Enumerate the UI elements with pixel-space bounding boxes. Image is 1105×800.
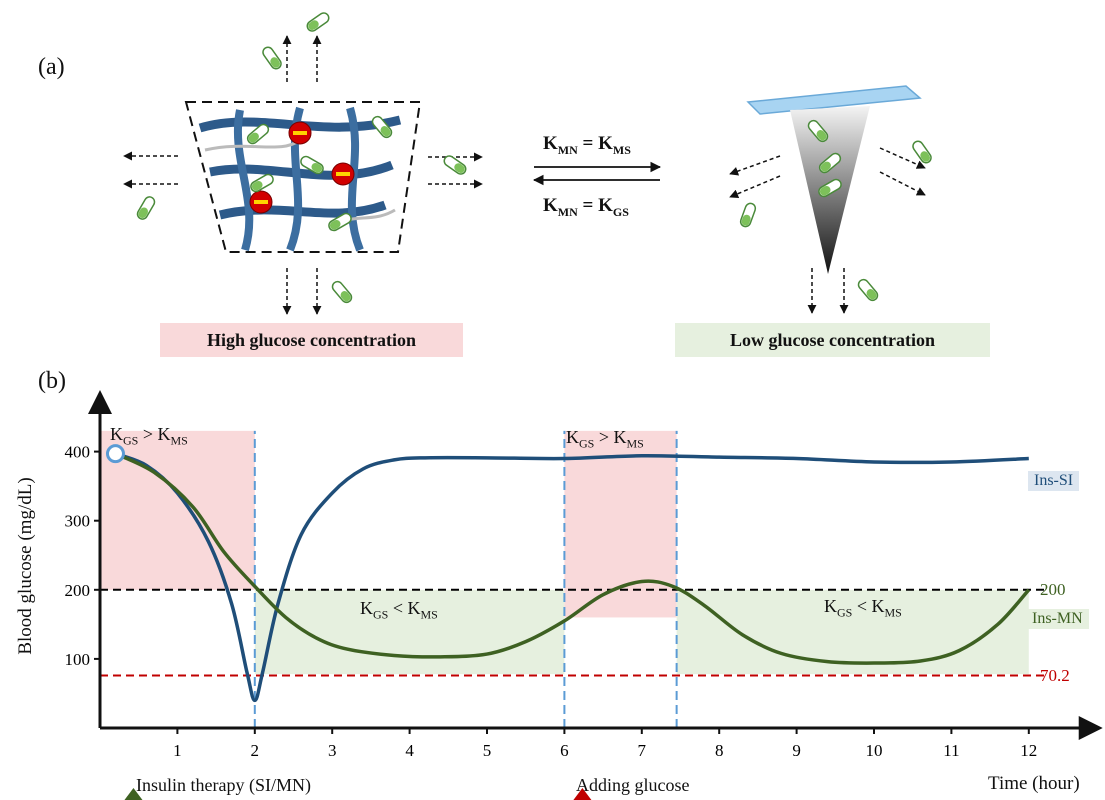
panel-b-label: (b) — [38, 368, 66, 394]
insulin-therapy-label: Insulin therapy (SI/MN) — [136, 775, 311, 795]
x-tick-label: 3 — [328, 741, 337, 760]
hydrogel-patch — [184, 101, 422, 253]
enzyme-particle — [249, 190, 273, 214]
start-marker — [105, 444, 125, 464]
y-tick-label: 300 — [65, 512, 91, 531]
release-arrows-microneedle — [729, 147, 926, 314]
event-arrow-head — [573, 788, 592, 800]
x-tick-label: 12 — [1020, 741, 1037, 760]
region-label-gs-lt-ms: KGS < KMS — [360, 598, 438, 622]
x-tick-label: 1 — [173, 741, 182, 760]
series-label-ins-si: Ins-SI — [1028, 471, 1080, 491]
x-tick-label: 8 — [715, 741, 724, 760]
x-tick-label: 11 — [943, 741, 959, 760]
high-glucose-box: High glucose concentration — [160, 323, 463, 357]
release-arrows-hydrogel — [123, 35, 483, 315]
series-line-ins-si — [114, 452, 1029, 703]
region-label-gs-lt-ms: KGS < KMS — [824, 596, 902, 620]
y-tick-label: 200 — [65, 581, 91, 600]
x-tick-label: 6 — [560, 741, 569, 760]
event-arrow-head — [124, 788, 143, 800]
y-axis-label: Blood glucose (mg/dL) — [15, 477, 36, 655]
microneedle — [746, 85, 922, 274]
threshold-200-label: 200 — [1040, 580, 1066, 599]
equilibrium-arrows — [532, 161, 662, 186]
x-tick-label: 5 — [483, 741, 492, 760]
low-glucose-box: Low glucose concentration — [675, 323, 990, 357]
enzyme-particle — [288, 121, 312, 145]
region-label-gs-gt-ms: KGS > KMS — [566, 427, 644, 451]
x-tick-label: 7 — [638, 741, 647, 760]
x-tick-label: 9 — [792, 741, 801, 760]
series-label-ins-mn: Ins-MN — [1026, 609, 1089, 629]
equilibrium-label-top: KMN = KMS — [543, 133, 631, 157]
x-tick-label: 4 — [405, 741, 414, 760]
series-line-ins-mn — [114, 452, 1031, 665]
adding-glucose-label: Adding glucose — [576, 775, 690, 795]
x-tick-label: 2 — [251, 741, 260, 760]
threshold-70-label: 70.2 — [1040, 666, 1070, 685]
equilibrium-label-bottom: KMN = KGS — [543, 195, 629, 219]
y-tick-label: 400 — [65, 443, 91, 462]
region-label-gs-gt-ms: KGS > KMS — [110, 424, 188, 448]
enzyme-particle — [331, 162, 355, 186]
panel-a-label: (a) — [38, 54, 65, 80]
x-tick-label: 10 — [866, 741, 883, 760]
panel-a-illustration — [123, 10, 934, 315]
x-axis-label: Time (hour) — [988, 773, 1080, 794]
y-tick-label: 100 — [65, 650, 91, 669]
